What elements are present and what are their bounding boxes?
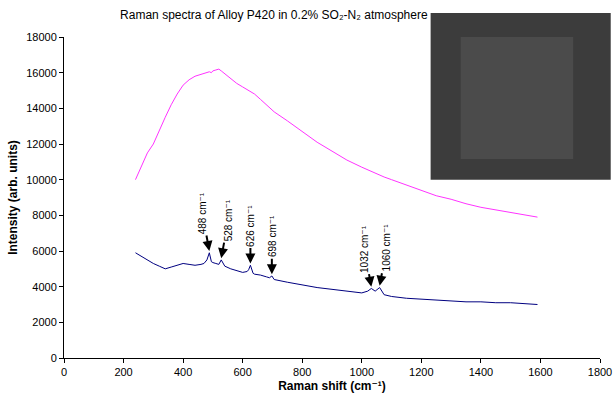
svg-text:1400: 1400 (469, 366, 493, 378)
svg-text:1600: 1600 (528, 366, 552, 378)
svg-text:698 cm⁻¹: 698 cm⁻¹ (267, 215, 278, 257)
svg-text:4000: 4000 (32, 281, 56, 293)
svg-text:1800: 1800 (588, 366, 612, 378)
svg-text:1032 cm⁻¹: 1032 cm⁻¹ (359, 225, 370, 273)
svg-text:400: 400 (174, 366, 192, 378)
svg-text:1000: 1000 (350, 366, 374, 378)
svg-text:Raman shift (cm⁻¹): Raman shift (cm⁻¹) (278, 379, 386, 393)
svg-text:528 cm⁻¹: 528 cm⁻¹ (223, 199, 234, 241)
svg-text:12000: 12000 (26, 138, 57, 150)
svg-text:600: 600 (233, 366, 251, 378)
svg-text:2000: 2000 (32, 316, 56, 328)
svg-text:0: 0 (61, 366, 67, 378)
svg-text:16000: 16000 (26, 67, 57, 79)
svg-text:488 cm⁻¹: 488 cm⁻¹ (197, 192, 208, 234)
svg-text:Raman spectra of Alloy P420 in: Raman spectra of Alloy P420 in 0.2% SO₂-… (120, 8, 428, 22)
svg-text:Intensity (arb. units): Intensity (arb. units) (6, 140, 20, 255)
svg-text:200: 200 (114, 366, 132, 378)
svg-text:1200: 1200 (409, 366, 433, 378)
svg-text:18000: 18000 (26, 31, 57, 43)
svg-text:6000: 6000 (32, 245, 56, 257)
svg-text:626 cm⁻¹: 626 cm⁻¹ (245, 205, 256, 247)
svg-text:1060 cm⁻¹: 1060 cm⁻¹ (381, 224, 392, 272)
svg-text:8000: 8000 (32, 209, 56, 221)
svg-text:800: 800 (293, 366, 311, 378)
svg-text:10000: 10000 (26, 174, 57, 186)
svg-text:14000: 14000 (26, 102, 57, 114)
svg-text:0: 0 (51, 352, 57, 364)
